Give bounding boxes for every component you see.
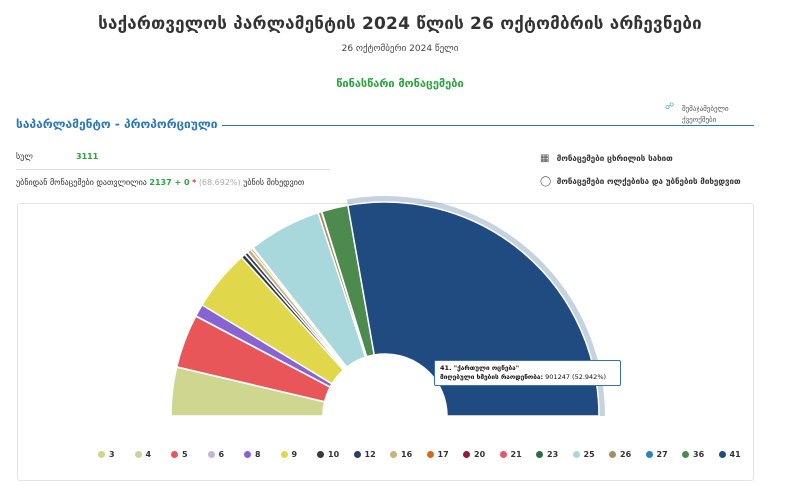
legend-item-12[interactable]: 12 <box>353 450 376 459</box>
legend-label: 36 <box>693 450 705 459</box>
counted-value: 2137 + 0 <box>149 178 190 187</box>
counted-star: * <box>192 178 197 187</box>
legend-label: 17 <box>437 450 449 459</box>
tooltip-title: 41. "ქართული ოცნება" <box>440 364 520 372</box>
legend-label: 3 <box>109 450 115 459</box>
legend-item-41[interactable]: 41 <box>718 450 741 459</box>
legend-label: 16 <box>401 450 413 459</box>
legend-label: 21 <box>510 450 522 459</box>
legend-label: 23 <box>547 450 559 459</box>
legend-label: 41 <box>729 450 741 459</box>
legend-item-23[interactable]: 23 <box>536 450 558 459</box>
legend-item-3[interactable]: 3 <box>98 450 115 459</box>
counted-suffix: უბნის მიხედვით <box>243 178 305 187</box>
legend-dot <box>353 451 361 458</box>
chart-tooltip: 41. "ქართული ოცნება" მიღებული ხმების რაო… <box>434 360 621 386</box>
preliminary-data-label: წინასწარი მონაცემები <box>336 77 464 90</box>
precincts-total-value: 3111 <box>76 152 99 161</box>
legend-label: 9 <box>291 450 298 459</box>
legend-label: 5 <box>182 450 188 459</box>
legend-label: 6 <box>218 450 225 459</box>
legend-item-4[interactable]: 4 <box>134 450 152 459</box>
legend-dot <box>463 451 470 458</box>
legend-dot <box>134 451 142 458</box>
summary-protocols-label: შემაჯამებელი ქვეოქმები <box>682 105 729 124</box>
section-title: საპარლამენტო - პროპორციული <box>16 117 218 131</box>
table-view-label: მონაცემები ცხრილის სახით <box>556 154 673 163</box>
page-title: საქართველოს პარლამენტის 2024 წლის 26 ოქტ… <box>98 14 702 34</box>
legend-item-36[interactable]: 36 <box>682 450 704 459</box>
legend-dot <box>317 451 324 458</box>
legend-label: 4 <box>145 450 152 459</box>
legend-item-27[interactable]: 27 <box>645 450 668 459</box>
legend-label: 26 <box>620 450 632 459</box>
legend-label: 25 <box>583 450 595 459</box>
legend-dot <box>572 451 580 458</box>
legend-dot <box>280 451 288 458</box>
legend-item-21[interactable]: 21 <box>499 450 522 459</box>
tooltip-label: მიღებული ხმების რაოდენობა: <box>440 373 544 381</box>
counted-precincts-row: უბნიდან მონაცემები დათვლილია 2137 + 0 * … <box>16 178 304 187</box>
legend-item-6[interactable]: 6 <box>207 450 225 459</box>
legend-dot <box>682 451 689 458</box>
legend-item-8[interactable]: 8 <box>244 450 261 459</box>
legend-dot <box>718 451 726 458</box>
map-pin-icon: ◯ <box>540 176 552 187</box>
legend-item-16[interactable]: 16 <box>390 450 412 459</box>
legend-label: 20 <box>474 450 486 459</box>
election-date: 26 ოქტომბერი 2024 წელი <box>341 44 459 54</box>
district-view-link[interactable]: ◯ მონაცემები ოლქებისა და უბნების მიხედვი… <box>540 176 741 187</box>
legend-dot <box>207 451 215 458</box>
legend-item-9[interactable]: 9 <box>280 450 298 459</box>
legend-item-5[interactable]: 5 <box>171 450 188 459</box>
legend-item-25[interactable]: 25 <box>572 450 595 459</box>
table-view-link[interactable]: ▦ მონაცემები ცხრილის სახით <box>540 153 673 164</box>
table-icon: ▦ <box>540 153 550 164</box>
tooltip-value: 901247 (52.942%) <box>545 373 607 381</box>
legend-dot <box>171 451 178 458</box>
legend-dot <box>536 451 543 458</box>
legend-label: 8 <box>255 450 261 459</box>
legend-dot <box>390 451 397 458</box>
legend-dot <box>426 451 434 458</box>
legend-dot <box>244 451 251 458</box>
legend-label: 12 <box>364 450 376 459</box>
legend-item-26[interactable]: 26 <box>609 450 631 459</box>
legend-dot <box>98 451 105 458</box>
stats-divider <box>16 169 330 170</box>
legend-dot <box>499 451 507 458</box>
section-divider <box>222 125 754 126</box>
counted-percentage: (68.692%) <box>198 178 241 187</box>
precincts-total-row: სულ 3111 <box>16 152 98 161</box>
legend-item-20[interactable]: 20 <box>463 450 485 459</box>
legend-dot <box>609 451 616 458</box>
legend-item-17[interactable]: 17 <box>426 450 449 459</box>
district-view-label: მონაცემები ოლქებისა და უბნების მიხედვით <box>556 177 741 186</box>
legend-dot <box>645 451 653 458</box>
legend-label: 10 <box>328 450 340 459</box>
precincts-total-label: სულ <box>16 152 33 161</box>
summary-protocols-link[interactable]: ☍ შემაჯამებელი ქვეოქმები <box>665 102 742 126</box>
link-icon: ☍ <box>665 102 675 112</box>
counted-label: უბნიდან მონაცემები დათვლილია <box>16 178 147 187</box>
legend-label: 27 <box>656 450 668 459</box>
legend-item-10[interactable]: 10 <box>317 450 339 459</box>
